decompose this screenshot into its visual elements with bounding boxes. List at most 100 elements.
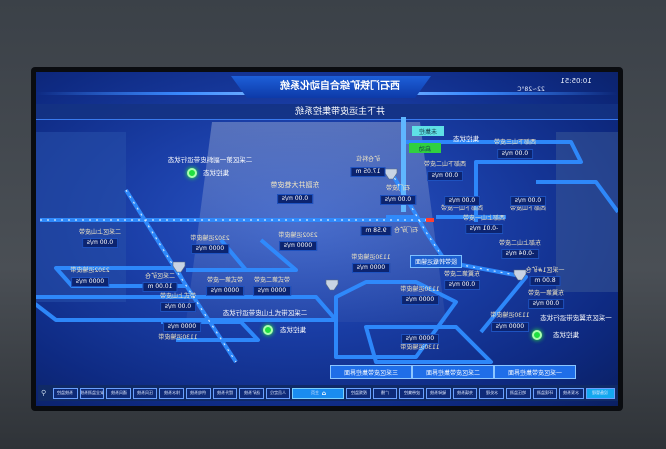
home-icon: ⌂ <box>321 389 326 397</box>
area1-button[interactable]: 一采区皮带集控界面 <box>494 365 576 379</box>
status-panel-title: 一采区东翼皮带运行状态 <box>540 314 612 322</box>
nav-item[interactable]: 排水系统 <box>159 387 185 399</box>
status-ok-indicator <box>263 325 273 335</box>
station-name: 一采区1#矿仓 <box>525 267 565 274</box>
start-button[interactable]: 启动 <box>409 143 441 153</box>
station-name: 1130运输皮带 <box>490 312 530 319</box>
station-name: 2302运输皮带 <box>70 267 110 274</box>
station-name: 东翼第二皮带 <box>443 271 481 278</box>
station-value: 0.00 m/s <box>379 195 417 205</box>
hopper-icon <box>325 279 339 291</box>
station-value: 0000 m/s <box>278 241 318 251</box>
reflection <box>36 132 126 302</box>
header-banner <box>231 76 431 98</box>
station-value: 0000 m/s <box>400 334 440 344</box>
station-value: 0000 m/s <box>205 286 245 296</box>
status-panel-title: 二采区带式上山皮带运行状态 <box>222 309 308 317</box>
station-value: 0.00 m/s <box>276 194 314 204</box>
nav-item[interactable]: 皮带集控 <box>399 387 425 399</box>
station-value: 0.00 m/s <box>443 280 481 290</box>
status-ok-indicator <box>187 168 197 178</box>
transfer-label: 胶带转载运输面 <box>410 255 463 268</box>
nav-item[interactable]: 压风系统 <box>132 387 158 399</box>
station-name: 矿仓料位 <box>355 156 381 163</box>
station-name: 石门皮带 <box>385 185 411 192</box>
station-name: 带式第一皮带 <box>206 277 244 284</box>
station-value: 0.00 m/s <box>159 302 197 312</box>
station-value: 8.00 m <box>529 276 561 286</box>
belt-loop <box>364 325 493 364</box>
station-name: 东部上山二皮带 <box>498 240 542 247</box>
station-value: 0.00 m/s <box>509 196 547 206</box>
nav-item[interactable]: 地压监测 <box>505 387 531 399</box>
station-name: 1130运输皮带 <box>400 286 440 293</box>
station-name: 2302运输皮带 <box>190 235 230 242</box>
nav-item[interactable]: 破碎系统 <box>426 387 451 399</box>
nav-item[interactable]: 充填系统 <box>452 387 478 399</box>
station-name: 带式上山皮带 <box>159 293 197 300</box>
bottom-nav: ⚲ 系统监控 安全监测系统 通风系统 压风系统 排水系统 供电系统 提升系统 选… <box>38 385 618 401</box>
collect-mode-button[interactable]: 未集控 <box>412 126 444 136</box>
station-value: 0000 m/s <box>70 277 110 287</box>
hopper-icon <box>513 269 527 281</box>
belt-branch <box>186 238 298 272</box>
station-name: 石门矿仓 <box>393 227 419 234</box>
subtitle-bar <box>36 104 618 120</box>
station-name: 1130运输皮带 <box>158 334 198 341</box>
station-value: 0000 m/s <box>252 286 292 296</box>
status-state: 集控状态 <box>203 169 229 177</box>
station-name: 西部下山二皮带 <box>423 161 467 168</box>
station-value: 0000 m/s <box>190 244 230 254</box>
station-name: 带式第二皮带 <box>253 277 291 284</box>
nav-item[interactable]: 通风系统 <box>106 387 131 399</box>
station-value: 10.00 m <box>142 282 178 292</box>
nav-item[interactable]: 系统监控 <box>53 387 78 399</box>
nav-item[interactable]: 供电系统 <box>186 387 211 399</box>
nav-item[interactable]: 设备管理 <box>585 387 615 399</box>
station-value: -0.01 m/s <box>464 224 504 234</box>
nav-item[interactable]: 水处理 <box>479 387 504 399</box>
nav-item-home[interactable]: 主页 ⌂ <box>292 387 345 399</box>
station-value: 0.00 m/s <box>81 238 119 248</box>
station-name: 西部下山三皮带 <box>493 139 537 146</box>
status-state: 集控状态 <box>280 326 306 334</box>
station-value: 0.00 m/s <box>496 149 534 159</box>
nav-item[interactable]: 提升系统 <box>212 387 238 399</box>
station-value: 9.58 m <box>360 226 392 236</box>
status-panel-title: 二采区第一副斜皮带运行状态 <box>167 156 253 164</box>
station-name: 2302运输皮带 <box>278 232 318 239</box>
conveyor-diagram <box>36 117 618 364</box>
station-name: 1130运输皮带 <box>351 254 391 261</box>
nav-item[interactable]: 环境监测 <box>532 387 558 399</box>
station-name: 东翼第一皮带 <box>527 290 565 297</box>
area3-button[interactable]: 三采区皮带集控界面 <box>330 365 412 379</box>
belt-loop <box>401 140 583 222</box>
station-name: 二采区矿仓 <box>144 273 176 280</box>
alarm-indicator <box>426 218 434 222</box>
station-value: -0.04 m/s <box>500 249 540 259</box>
station-value: 17.05 m <box>350 167 386 177</box>
station-value: 0000 m/s <box>490 322 530 332</box>
station-name: 东副井大巷皮带 <box>270 181 320 189</box>
reflection <box>556 132 618 292</box>
belt-loop <box>334 280 458 359</box>
nav-item[interactable]: 水泵系统 <box>559 387 584 399</box>
area2-button[interactable]: 二采区皮带集控界面 <box>412 365 494 379</box>
station-value: 0000 m/s <box>351 263 391 273</box>
nav-item[interactable]: 安全监测系统 <box>79 387 105 399</box>
control-status-label: 集控状态 <box>453 135 479 143</box>
belt-right-edge <box>536 180 618 214</box>
nav-item[interactable]: 人员定位 <box>265 387 291 399</box>
station-name: 二采区上山皮带 <box>78 229 122 236</box>
station-value: 0.00 m/s <box>443 196 481 206</box>
nav-item[interactable]: 选矿系统 <box>239 387 264 399</box>
hopper-icon <box>172 261 186 273</box>
screen: 西石门铁矿综合自动化系统 10:05:51 22~28°C 井下主运皮带集控系统… <box>36 72 618 406</box>
status-state: 集控状态 <box>553 331 579 339</box>
station-name: 1130运输皮带 <box>400 344 440 351</box>
station-name: 西部下山皮带 <box>509 205 547 212</box>
station-name: 西部上山一皮带 <box>462 215 506 222</box>
search-icon[interactable]: ⚲ <box>41 389 47 397</box>
nav-item[interactable]: 广播 <box>372 387 398 399</box>
nav-item[interactable]: 视频监控 <box>346 387 371 399</box>
